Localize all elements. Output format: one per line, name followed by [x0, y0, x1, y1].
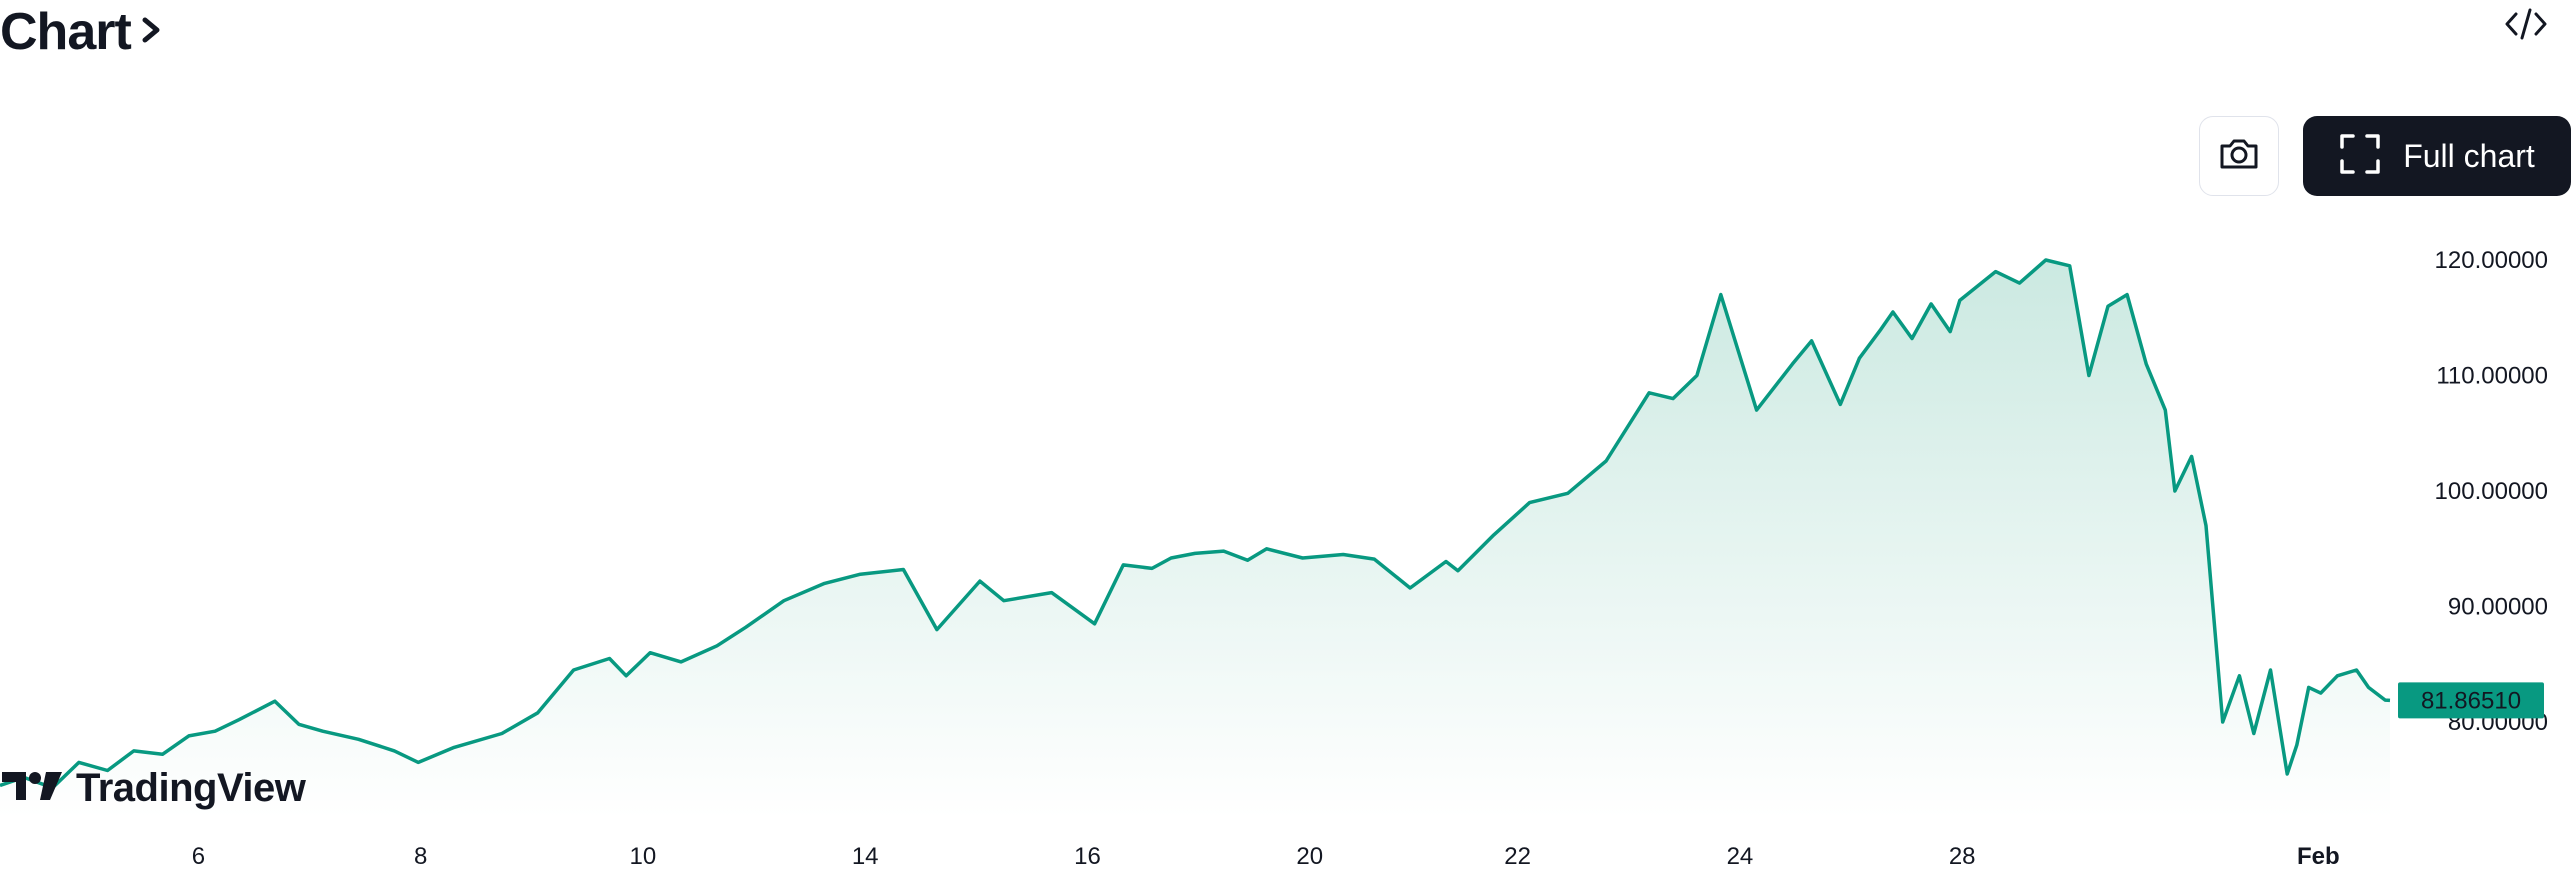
- y-tick-label: 110.00000: [2436, 363, 2548, 390]
- code-icon: [2504, 6, 2548, 47]
- chart-title-link[interactable]: Chart: [0, 0, 163, 64]
- last-price-tag-bg: [2398, 682, 2544, 719]
- y-tick-label: 90.00000: [2448, 594, 2548, 621]
- logo-text: TradingView: [76, 765, 306, 810]
- y-tick-label: 120.00000: [2435, 247, 2548, 274]
- y-axis: 120.00000110.00000100.0000090.0000080.00…: [2435, 247, 2548, 736]
- chevron-right-icon: [141, 12, 163, 53]
- tradingview-logo[interactable]: TradingView: [0, 764, 306, 812]
- x-tick-label: 24: [1727, 843, 1754, 870]
- price-area-fill: [0, 260, 2390, 818]
- x-tick-label: Feb: [2297, 843, 2340, 870]
- last-price-tag: 81.86510: [2398, 682, 2544, 719]
- embed-code-button[interactable]: [2502, 6, 2550, 46]
- fullscreen-icon: [2339, 133, 2381, 180]
- chart-header: Chart: [0, 0, 2574, 70]
- price-line: [0, 258, 2391, 790]
- full-chart-label: Full chart: [2403, 137, 2535, 174]
- last-price-value: 81.86510: [2421, 687, 2521, 714]
- x-tick-label: 22: [1504, 843, 1531, 870]
- x-tick-label: 14: [852, 843, 879, 870]
- full-chart-button[interactable]: Full chart: [2303, 116, 2571, 196]
- camera-icon: [2217, 136, 2261, 177]
- x-tick-label: 16: [1074, 843, 1101, 870]
- x-tick-label: 20: [1296, 843, 1323, 870]
- tradingview-logo-icon: [0, 768, 66, 809]
- x-tick-label: 6: [192, 843, 205, 870]
- page-title: Chart: [0, 3, 132, 61]
- y-tick-label: 100.00000: [2435, 478, 2548, 505]
- x-tick-label: 8: [414, 843, 427, 870]
- x-tick-label: 10: [630, 843, 657, 870]
- x-axis: 6 8 10 14 16 20 22 24 28 Feb: [192, 843, 2340, 870]
- snapshot-button[interactable]: [2199, 116, 2279, 196]
- x-tick-label: 28: [1949, 843, 1976, 870]
